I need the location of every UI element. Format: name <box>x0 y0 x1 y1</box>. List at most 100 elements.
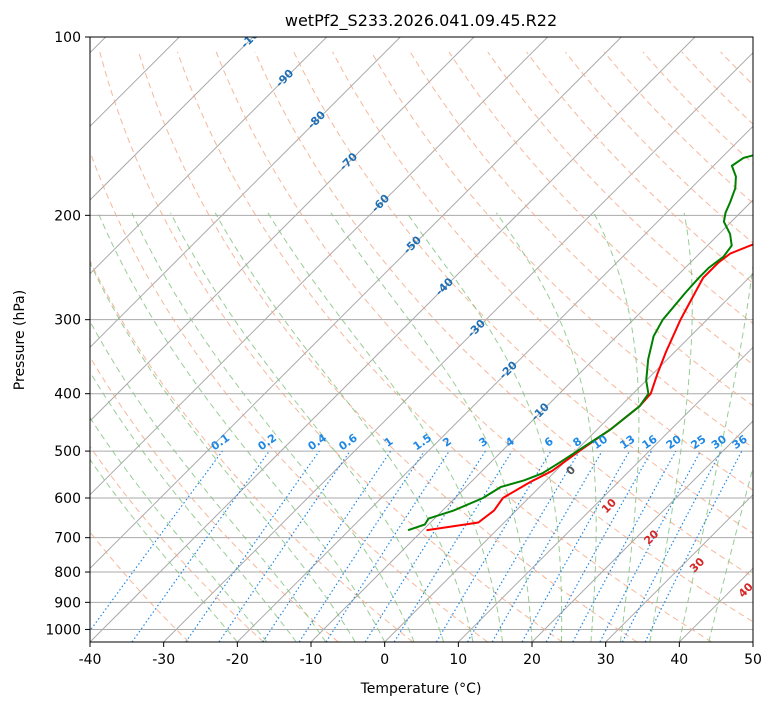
isotherm-line <box>236 125 753 642</box>
x-tick-label: 30 <box>597 652 615 668</box>
dry-adiabat-line <box>90 356 339 642</box>
dry-adiabat-line <box>720 51 753 86</box>
dry-adiabat-line <box>215 51 753 623</box>
x-tick-label: 50 <box>744 652 762 668</box>
mixing-ratio-label: 3 <box>477 435 491 450</box>
isotherm-line <box>384 272 753 642</box>
mixing-ratio-label: 10 <box>590 432 610 452</box>
y-tick-label: 400 <box>54 387 81 403</box>
y-tick-label: 100 <box>54 30 81 46</box>
y-tick-label: 1000 <box>45 622 81 638</box>
mixing-ratio-line <box>131 450 270 642</box>
dry-adiabat-line <box>759 52 775 642</box>
isotherm-line <box>90 37 328 275</box>
moist-adiabat-line <box>214 212 474 642</box>
mixing-ratio-line <box>545 450 653 642</box>
moist-adiabat-line <box>90 458 238 642</box>
dry-adiabat-line <box>642 51 753 165</box>
mixing-ratio-line <box>185 450 320 642</box>
isotherm-line <box>605 493 753 642</box>
y-tick-label: 300 <box>54 313 81 329</box>
dry-adiabat-line <box>90 150 488 642</box>
moist-adiabat-line <box>170 212 445 642</box>
moist-adiabat-line <box>131 212 415 642</box>
isotherm-label: -50 <box>401 233 424 256</box>
mixing-ratio-label: 13 <box>617 433 637 452</box>
mixing-ratio-label: 16 <box>640 432 660 452</box>
y-tick-label: 900 <box>54 595 81 611</box>
moist-adiabat-line <box>267 212 503 642</box>
isotherm-line <box>457 346 753 642</box>
mixing-ratio-label: 6 <box>542 435 556 450</box>
isotherm-label: -80 <box>305 108 328 131</box>
moist-adiabat-line <box>708 465 753 642</box>
dry-adiabat-line <box>293 51 753 534</box>
moist-adiabat-line <box>90 261 356 642</box>
dry-adiabat-line <box>254 51 753 578</box>
mixing-ratio-line <box>644 450 743 642</box>
dry-adiabat-line <box>370 51 753 449</box>
dry-adiabat-line <box>90 531 190 642</box>
x-tick-label: -40 <box>79 652 102 668</box>
mixing-ratio-label: 36 <box>730 432 750 452</box>
mixing-ratio-label: 1.5 <box>411 431 434 453</box>
mixing-ratio-line <box>90 450 223 632</box>
x-tick-label: -10 <box>300 652 323 668</box>
dry-adiabat-line <box>603 51 753 204</box>
y-tick-label: 800 <box>54 565 81 581</box>
isotherm-line <box>90 37 696 642</box>
x-tick-label: 0 <box>380 652 389 668</box>
mixing-ratio-label: 0.1 <box>209 431 232 453</box>
dewpoint-line <box>407 154 753 532</box>
moist-adiabat-line <box>90 320 327 642</box>
y-tick-label: 500 <box>54 444 81 460</box>
x-axis-label: Temperature (°C) <box>360 681 482 697</box>
isotherm-line <box>90 37 475 422</box>
moist-adiabat-line <box>593 212 640 642</box>
mixing-ratio-line <box>364 450 486 642</box>
isotherm-line <box>90 37 622 570</box>
dry-adiabat-line <box>409 51 753 407</box>
isotherm-line <box>310 199 753 642</box>
moist-adiabat-line <box>90 371 297 642</box>
mixing-ratio-label: 25 <box>688 433 708 452</box>
isotherm-line <box>90 37 401 349</box>
isotherm-line <box>678 567 753 642</box>
temperature-line <box>426 243 753 532</box>
mixing-ratio-line <box>521 450 631 642</box>
mixing-ratio-label: 1 <box>382 435 396 450</box>
plot-frame <box>89 36 754 643</box>
y-axis-label: Pressure (hPa) <box>12 290 28 390</box>
x-tick-label: -20 <box>226 652 249 668</box>
moist-adiabat-line <box>330 212 533 642</box>
mixing-ratio-line <box>325 450 450 642</box>
dry-adiabat-line <box>90 259 414 642</box>
moist-adiabat-line <box>406 212 563 642</box>
x-tick-label: -30 <box>152 652 175 668</box>
isotherm-line <box>90 37 254 201</box>
isotherm-line <box>531 420 753 642</box>
x-tick-label: 20 <box>523 652 541 668</box>
mixing-ratio-line <box>218 450 351 642</box>
isotherm-line <box>752 641 753 642</box>
moist-adiabat-line <box>90 416 268 642</box>
dry-adiabat-line <box>332 51 753 491</box>
mixing-ratio-line <box>393 450 513 642</box>
y-tick-label: 700 <box>54 531 81 547</box>
dry-adiabat-line <box>681 51 753 125</box>
y-tick-label: 200 <box>54 208 81 224</box>
dry-adiabat-line <box>90 445 264 642</box>
y-tick-label: 600 <box>54 491 81 507</box>
mixing-ratio-line <box>298 450 425 642</box>
dry-adiabat-line <box>138 51 638 642</box>
mixing-ratio-line <box>572 450 677 642</box>
moist-adiabat-line <box>97 212 386 642</box>
mixing-ratio-label: 30 <box>709 432 729 452</box>
isotherm-line <box>90 37 549 496</box>
isotherm-line <box>163 51 753 642</box>
dry-adiabat-line <box>448 51 753 366</box>
moist-adiabat-line <box>649 212 693 642</box>
dry-adiabat-line <box>487 51 753 325</box>
dry-adiabat-line <box>565 51 753 244</box>
